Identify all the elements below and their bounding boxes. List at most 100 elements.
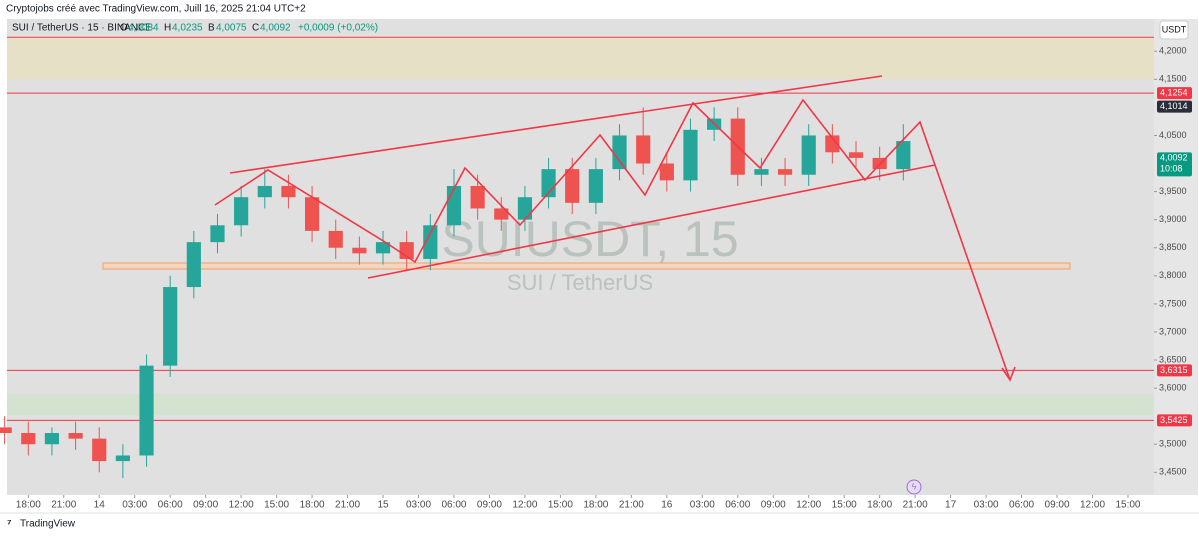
candle-body	[257, 185, 272, 198]
candle-body	[328, 230, 343, 248]
x-tick-label: 12:00	[1080, 500, 1105, 511]
candle-body	[68, 433, 83, 439]
y-tick-label: 3,9500	[1159, 186, 1187, 196]
event-icon[interactable]	[906, 479, 922, 495]
x-tick-label: 06:00	[441, 500, 466, 511]
x-tick-label: 12:00	[796, 500, 821, 511]
currency-button[interactable]	[1159, 20, 1189, 40]
x-tick-label: 18:00	[16, 500, 41, 511]
y-tick-label: 3,5000	[1159, 439, 1187, 449]
ohlc-value: 4,0075	[216, 23, 247, 34]
x-tick-label: 03:00	[406, 500, 431, 511]
candle-body	[44, 433, 60, 445]
x-tick-label: 17	[945, 500, 957, 511]
price-tag	[1157, 87, 1192, 100]
candle-body	[115, 455, 130, 462]
candle-body	[825, 135, 840, 153]
y-tick-label: 3,7500	[1159, 298, 1187, 308]
candle-body	[636, 135, 651, 164]
brand: TradingView	[20, 519, 76, 530]
y-tick-label: 3,9000	[1159, 214, 1187, 224]
y-tick-label: 4,2000	[1159, 46, 1187, 56]
x-tick-label: 18:00	[300, 500, 325, 511]
candle-body	[423, 225, 438, 259]
price-tag	[1157, 414, 1192, 427]
channel-upper	[229, 75, 883, 174]
brand-logo: ⁷	[7, 518, 12, 530]
x-tick-label: 18:00	[583, 500, 608, 511]
x-tick-label: 15	[377, 500, 389, 511]
credit: Cryptojobs créé avec TradingView.com, Ju…	[6, 4, 306, 15]
candle-body	[281, 185, 296, 198]
event-icon-glyph: ϟ	[912, 481, 917, 491]
watermark-sub: SUI / TetherUS	[507, 270, 653, 295]
symbol: SUI / TetherUS · 15 · BINANCE	[12, 23, 152, 34]
candle-body	[92, 438, 107, 462]
x-tick-label: 03:00	[974, 500, 999, 511]
x-tick-label: 12:00	[512, 500, 537, 511]
candle-body	[565, 169, 580, 203]
candle-body	[801, 135, 816, 175]
price-tag	[1157, 152, 1192, 177]
zone	[7, 393, 1154, 416]
price-tag-label: 4,0092	[1160, 153, 1188, 163]
ohlc-key: O	[120, 23, 128, 34]
change: +0,0009 (+0,02%)	[298, 23, 378, 34]
x-tick-label: 15:00	[832, 500, 857, 511]
x-tick-label: 15:00	[1115, 500, 1140, 511]
candle-body	[777, 169, 793, 175]
x-tick-label: 09:00	[193, 500, 218, 511]
y-tick-label: 3,8000	[1159, 270, 1187, 280]
candle-body	[848, 152, 864, 158]
zone	[7, 37, 1154, 80]
y-tick-label: 3,8500	[1159, 242, 1187, 252]
candle-body	[21, 433, 36, 445]
candle-body	[234, 197, 249, 226]
x-tick-label: 03:00	[122, 500, 147, 511]
candle-body	[446, 185, 462, 226]
x-tick-label: 09:00	[477, 500, 502, 511]
x-tick-label: 06:00	[725, 500, 750, 511]
x-tick-label: 18:00	[867, 500, 892, 511]
x-tick-label: 21:00	[51, 500, 76, 511]
candle-body	[541, 169, 556, 198]
arrow-head	[1001, 366, 1016, 382]
ohlc-key: C	[252, 23, 259, 34]
y-tick-label: 3,7000	[1159, 326, 1187, 336]
candle-body	[659, 163, 674, 181]
candle-body	[375, 242, 391, 254]
price-tag-label: 4,1254	[1160, 87, 1188, 97]
projection-path	[214, 98, 1011, 381]
price-tag	[1157, 100, 1192, 113]
channel-lower	[367, 164, 936, 279]
watermark: SUIUSDT, 15	[441, 211, 738, 267]
price-tag-label: 4,1014	[1160, 101, 1188, 111]
ohlc-value: 4,0092	[260, 23, 291, 34]
y-tick-label: 4,0500	[1159, 130, 1187, 140]
candle-body	[754, 169, 769, 175]
x-tick-label: 09:00	[761, 500, 786, 511]
price-tag-countdown: 10:08	[1160, 164, 1183, 174]
x-tick-label: 16	[661, 500, 673, 511]
x-tick-label: 06:00	[158, 500, 183, 511]
candle-body	[186, 242, 201, 288]
x-tick-label: 03:00	[690, 500, 715, 511]
x-tick-label: 06:00	[1009, 500, 1034, 511]
ohlc-value: 4,0084	[128, 23, 159, 34]
candle-body	[352, 247, 367, 254]
candle-body	[896, 141, 911, 170]
y-tick-label: 3,6000	[1159, 382, 1187, 392]
candle-body	[163, 287, 178, 366]
candle-body	[517, 197, 533, 220]
ohlc-legend: O 4,0084 H 4,0235 B 4,0075 C 4,0092	[120, 23, 291, 34]
y-tick-label: 3,6500	[1159, 354, 1187, 364]
currency: USDT	[1162, 24, 1187, 34]
x-tick-label: 21:00	[335, 500, 360, 511]
price-tag-label: 3,5425	[1160, 415, 1188, 425]
price-tag	[1157, 364, 1192, 377]
x-tick-label: 12:00	[229, 500, 254, 511]
price-tag-label: 3,6315	[1160, 365, 1188, 375]
candle-body	[683, 129, 698, 181]
candle-body	[588, 169, 603, 203]
